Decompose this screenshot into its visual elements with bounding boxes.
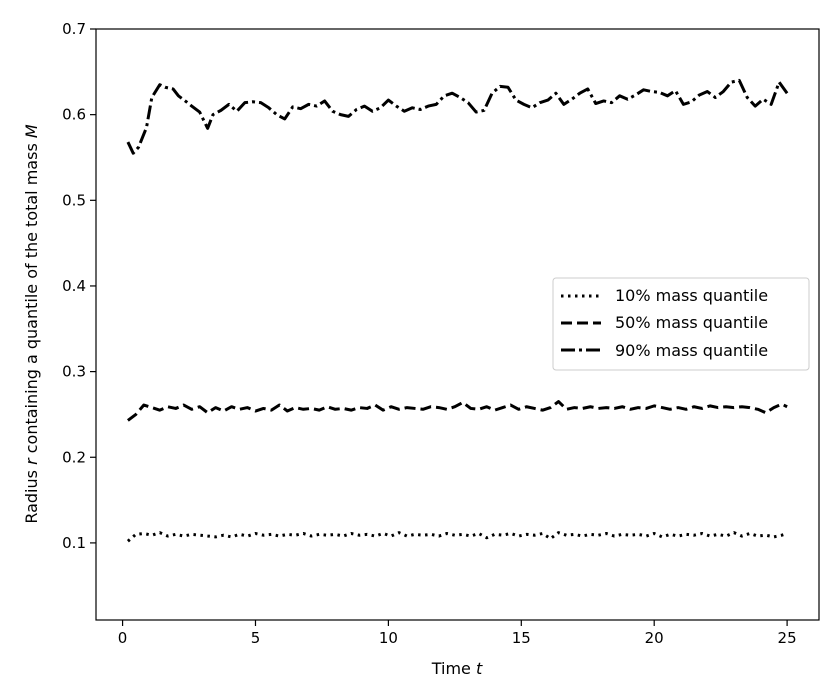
legend-box xyxy=(552,277,810,371)
x-tick-label: 0 xyxy=(118,629,128,647)
y-tick-label: 0.7 xyxy=(62,20,86,38)
x-axis: 0 5 10 15 20 25 xyxy=(118,620,797,647)
x-tick-label: 15 xyxy=(512,629,531,647)
x-tick-label: 10 xyxy=(379,629,398,647)
legend-label-10: 10% mass quantile xyxy=(615,286,768,305)
x-axis-label: Time t xyxy=(431,659,483,678)
x-tick-label: 5 xyxy=(251,629,261,647)
y-tick-label: 0.2 xyxy=(62,448,86,466)
plot-lines xyxy=(126,78,789,543)
y-tick-label: 0.4 xyxy=(62,277,86,295)
x-tick-label: 20 xyxy=(645,629,664,647)
x-tick-label: 25 xyxy=(778,629,797,647)
y-tick-label: 0.6 xyxy=(62,106,86,124)
legend-label-90: 90% mass quantile xyxy=(615,341,768,360)
y-axis-label: Radius r containing a quantile of the to… xyxy=(22,124,41,524)
y-axis: 0.1 0.2 0.3 0.4 0.5 0.6 0.7 xyxy=(62,20,96,552)
series-line-50 xyxy=(126,400,788,422)
legend-label-50: 50% mass quantile xyxy=(615,313,768,332)
legend: 10% mass quantile 50% mass quantile 90% … xyxy=(552,277,810,371)
series-line-90 xyxy=(126,78,789,155)
y-tick-label: 0.5 xyxy=(62,191,86,209)
y-tick-label: 0.1 xyxy=(62,534,86,552)
y-tick-label: 0.3 xyxy=(62,363,86,381)
plot-area-frame xyxy=(95,28,820,621)
